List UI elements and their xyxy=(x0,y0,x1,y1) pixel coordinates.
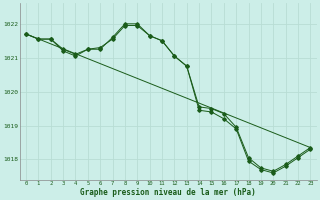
X-axis label: Graphe pression niveau de la mer (hPa): Graphe pression niveau de la mer (hPa) xyxy=(80,188,256,197)
